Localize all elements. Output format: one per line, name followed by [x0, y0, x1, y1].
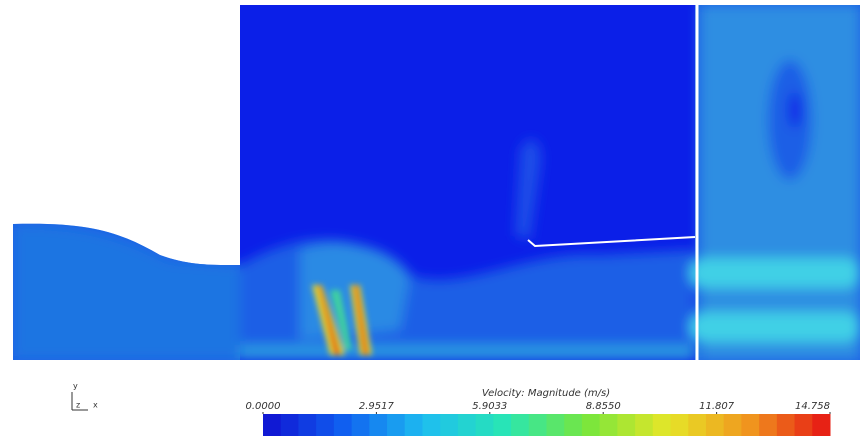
colorbar-title: Velocity: Magnitude (m/s) [482, 388, 610, 399]
triad-label: y [73, 382, 78, 391]
colorbar: 0.0000 2.9517 5.9033 8.8550 11.807 14.758 [246, 401, 831, 436]
colorbar-tick-label: 5.9033 [472, 401, 507, 412]
colorbar-tick-label: 8.8550 [586, 401, 621, 412]
colorbar-band [776, 414, 796, 436]
colorbar-band [475, 414, 494, 436]
colorbar-band [316, 414, 335, 436]
colorbar-band [670, 414, 689, 436]
colorbar-band [581, 414, 601, 436]
colorbar-band [298, 414, 317, 436]
colorbar-band [564, 414, 583, 436]
colorbar-band [812, 414, 831, 436]
colorbar-band [528, 414, 547, 436]
triad-label: z [76, 401, 80, 410]
colorbar-band [759, 414, 778, 436]
colorbar-tick-label: 14.758 [795, 401, 830, 412]
colorbar-band [617, 414, 636, 436]
colorbar-band [440, 414, 459, 436]
colorbar-band [404, 414, 423, 436]
colorbar-band [599, 414, 618, 436]
colorbar-band [457, 414, 477, 436]
colorbar-band [422, 414, 441, 436]
colorbar-tick-label: 2.9517 [359, 401, 395, 412]
colorbar-band [635, 414, 654, 436]
colorbar-band [493, 414, 512, 436]
colorbar-band [794, 414, 813, 436]
colorbar-band [333, 414, 353, 436]
colorbar-band [351, 414, 370, 436]
colorbar-band [546, 414, 565, 436]
axis-triad: y z x [71, 382, 98, 411]
colorbar-band [723, 414, 742, 436]
colorbar-band [263, 414, 282, 436]
colorbar-band [688, 414, 707, 436]
triad-label: x [93, 401, 98, 410]
colorbar-tick-label: 11.807 [699, 401, 735, 412]
colorbar-band [652, 414, 672, 436]
colorbar-band [741, 414, 760, 436]
contour-field [13, 5, 860, 360]
colorbar-band [280, 414, 299, 436]
colorbar-band [705, 414, 725, 436]
colorbar-band [369, 414, 388, 436]
plate [527, 236, 696, 248]
colorbar-band [387, 414, 406, 436]
colorbar-band [511, 414, 530, 436]
colorbar-tick-label: 0.0000 [246, 401, 281, 412]
